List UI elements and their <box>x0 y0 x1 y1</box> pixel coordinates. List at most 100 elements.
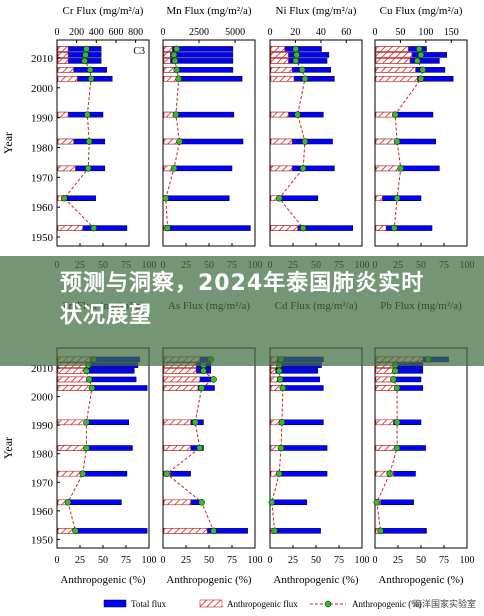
anthropogenic-flux-bar <box>375 52 413 58</box>
anthropogenic-percent-point <box>87 75 95 83</box>
anthropogenic-flux-bar <box>270 225 298 231</box>
flux-axis-label: Cu Flux (mg/m²/a) <box>380 5 463 17</box>
anthropogenic-percent-point <box>391 111 399 118</box>
total-flux-bar <box>163 225 251 231</box>
year-tick-label: 1970 <box>31 172 54 184</box>
anthropogenic-percent-point <box>85 138 93 145</box>
anthropogenic-flux-bar <box>57 76 78 82</box>
anthropogenic-flux-bar <box>163 385 199 391</box>
top-tick-label: 600 <box>108 27 123 38</box>
top-tick-label: 60 <box>341 27 351 38</box>
anthropogenic-percent-point <box>172 111 180 118</box>
anthropogenic-flux-bar <box>270 385 282 391</box>
top-tick-label: 0 <box>373 27 378 38</box>
bottom-tick-label: 50 <box>204 555 214 566</box>
anthropogenic-percent-point <box>171 57 179 65</box>
anthropogenic-percent-point <box>88 384 96 392</box>
bottom-tick-label: 100 <box>248 555 263 566</box>
year-tick-label: 1950 <box>31 534 54 546</box>
anthropogenic-flux-bar <box>163 499 191 506</box>
anthropogenic-percent-point <box>90 224 98 232</box>
anthropogenic-percent-point <box>170 165 178 172</box>
anthropogenic-percent-point <box>301 75 309 83</box>
anthropogenic-percent-point <box>210 527 217 535</box>
anthropogenic-percent-point <box>85 165 92 172</box>
anthropogenic-percent-point <box>200 367 207 375</box>
anthropogenic-percent-point <box>393 419 401 426</box>
anthropogenic-percent-point <box>83 45 90 53</box>
anthropogenic-percent-point <box>83 444 90 452</box>
anthropogenic-flux-bar <box>163 138 179 145</box>
anthropogenic-flux-bar <box>57 445 85 451</box>
anthropogenic-percent-point <box>191 419 199 426</box>
anthropogenic-flux-bar <box>163 76 178 82</box>
watermark-text: 海洋国家实验室 <box>412 600 476 610</box>
year-tick-label: 2010 <box>31 363 54 375</box>
bottom-tick-label: 25 <box>393 555 403 566</box>
anthropogenic-percent-point <box>72 527 79 535</box>
anthropogenic-flux-bar <box>163 445 191 451</box>
anthropogenic-percent-point <box>276 376 284 383</box>
anthropogenic-percent-point <box>84 111 91 118</box>
anthropogenic-percent-point <box>81 57 88 65</box>
top-tick-label: 20 <box>290 27 300 38</box>
panel-1: Cr Flux (mg/m²/a)02004006008000255075100… <box>55 5 157 271</box>
anthropogenic-flux-bar <box>375 225 387 231</box>
anthropogenic-flux-bar <box>57 165 76 172</box>
anthropogenic-percent-point <box>163 470 170 477</box>
bottom-tick-label: 25 <box>75 555 85 566</box>
anthropogenic-flux-bar <box>163 111 174 118</box>
top-tick-label: 0 <box>268 27 273 38</box>
anthropogenic-flux-bar <box>375 368 394 374</box>
anthropogenic-percent-point <box>391 367 399 375</box>
anthropogenic-percent-point <box>393 194 401 202</box>
flux-axis-label: Cr Flux (mg/m²/a) <box>63 5 144 17</box>
total-flux-bar <box>270 499 308 506</box>
headline-banner <box>0 256 484 366</box>
year-tick-label: 1970 <box>31 477 54 489</box>
anthropogenic-percent-point <box>377 527 384 535</box>
anthropogenic-flux-bar <box>57 368 85 374</box>
anthropogenic-percent-point <box>83 419 90 426</box>
anthropogenic-percent-point <box>299 165 307 172</box>
bottom-tick-label: 75 <box>439 555 449 566</box>
anthropogenic-percent-point <box>162 194 170 202</box>
anthropogenic-percent-point <box>164 224 171 232</box>
top-tick-label: 400 <box>89 27 104 38</box>
anthropogenic-percent-line <box>63 48 95 229</box>
anthropogenic-flux-bar <box>270 376 278 383</box>
anthropogenic-axis-label: Anthropogenic (%) <box>60 574 146 586</box>
anthropogenic-flux-bar <box>270 165 293 172</box>
anthropogenic-flux-bar <box>163 368 197 374</box>
bottom-tick-label: 75 <box>334 555 344 566</box>
anthropogenic-percent-point <box>301 138 309 145</box>
bottom-tick-label: 0 <box>55 555 60 566</box>
anthropogenic-percent-line <box>393 48 424 229</box>
top-tick-label: 5000 <box>225 27 245 38</box>
top-tick-label: 0 <box>55 27 60 38</box>
panel-5: Zn Flux (mg/m²/a)0255075100Anthropogenic… <box>55 300 157 586</box>
flux-axis-label: Mn Flux (mg/m²/a) <box>166 5 252 17</box>
anthropogenic-flux-bar <box>375 111 394 118</box>
bottom-tick-label: 25 <box>288 555 298 566</box>
anthropogenic-flux-bar <box>163 376 201 383</box>
top-tick-label: 40 <box>316 27 326 38</box>
banner-title[interactable]: 预测与洞察，2024年泰国肺炎实时状况展望 <box>60 271 425 328</box>
anthropogenic-flux-bar <box>57 138 74 145</box>
panel-7: Cd Flux (mg/m²/a)0255075100Anthropogenic… <box>268 300 370 586</box>
y-axis-1: 1950 1960 1970 1980 1990 2000 2010 Year <box>1 53 60 244</box>
anthropogenic-percent-point <box>198 499 205 506</box>
legend-percent-label: Anthropogenic (%) <box>352 599 422 609</box>
anthropogenic-percent-point <box>298 66 306 74</box>
year-tick-label: 2010 <box>31 53 54 65</box>
year-tick-label: 2000 <box>31 392 54 404</box>
top-tick-label: 100 <box>418 27 433 38</box>
anthropogenic-flux-bar <box>270 67 293 73</box>
panel-2: Mn Flux (mg/m²/a)0250050000255075100 <box>161 5 263 271</box>
anthropogenic-flux-bar <box>57 58 69 64</box>
bottom-tick-label: 0 <box>373 555 378 566</box>
bottom-tick-label: 100 <box>355 555 370 566</box>
legend-anthro-flux-swatch <box>199 599 223 608</box>
anthropogenic-percent-point <box>373 499 381 506</box>
anthropogenic-percent-point <box>393 138 401 145</box>
